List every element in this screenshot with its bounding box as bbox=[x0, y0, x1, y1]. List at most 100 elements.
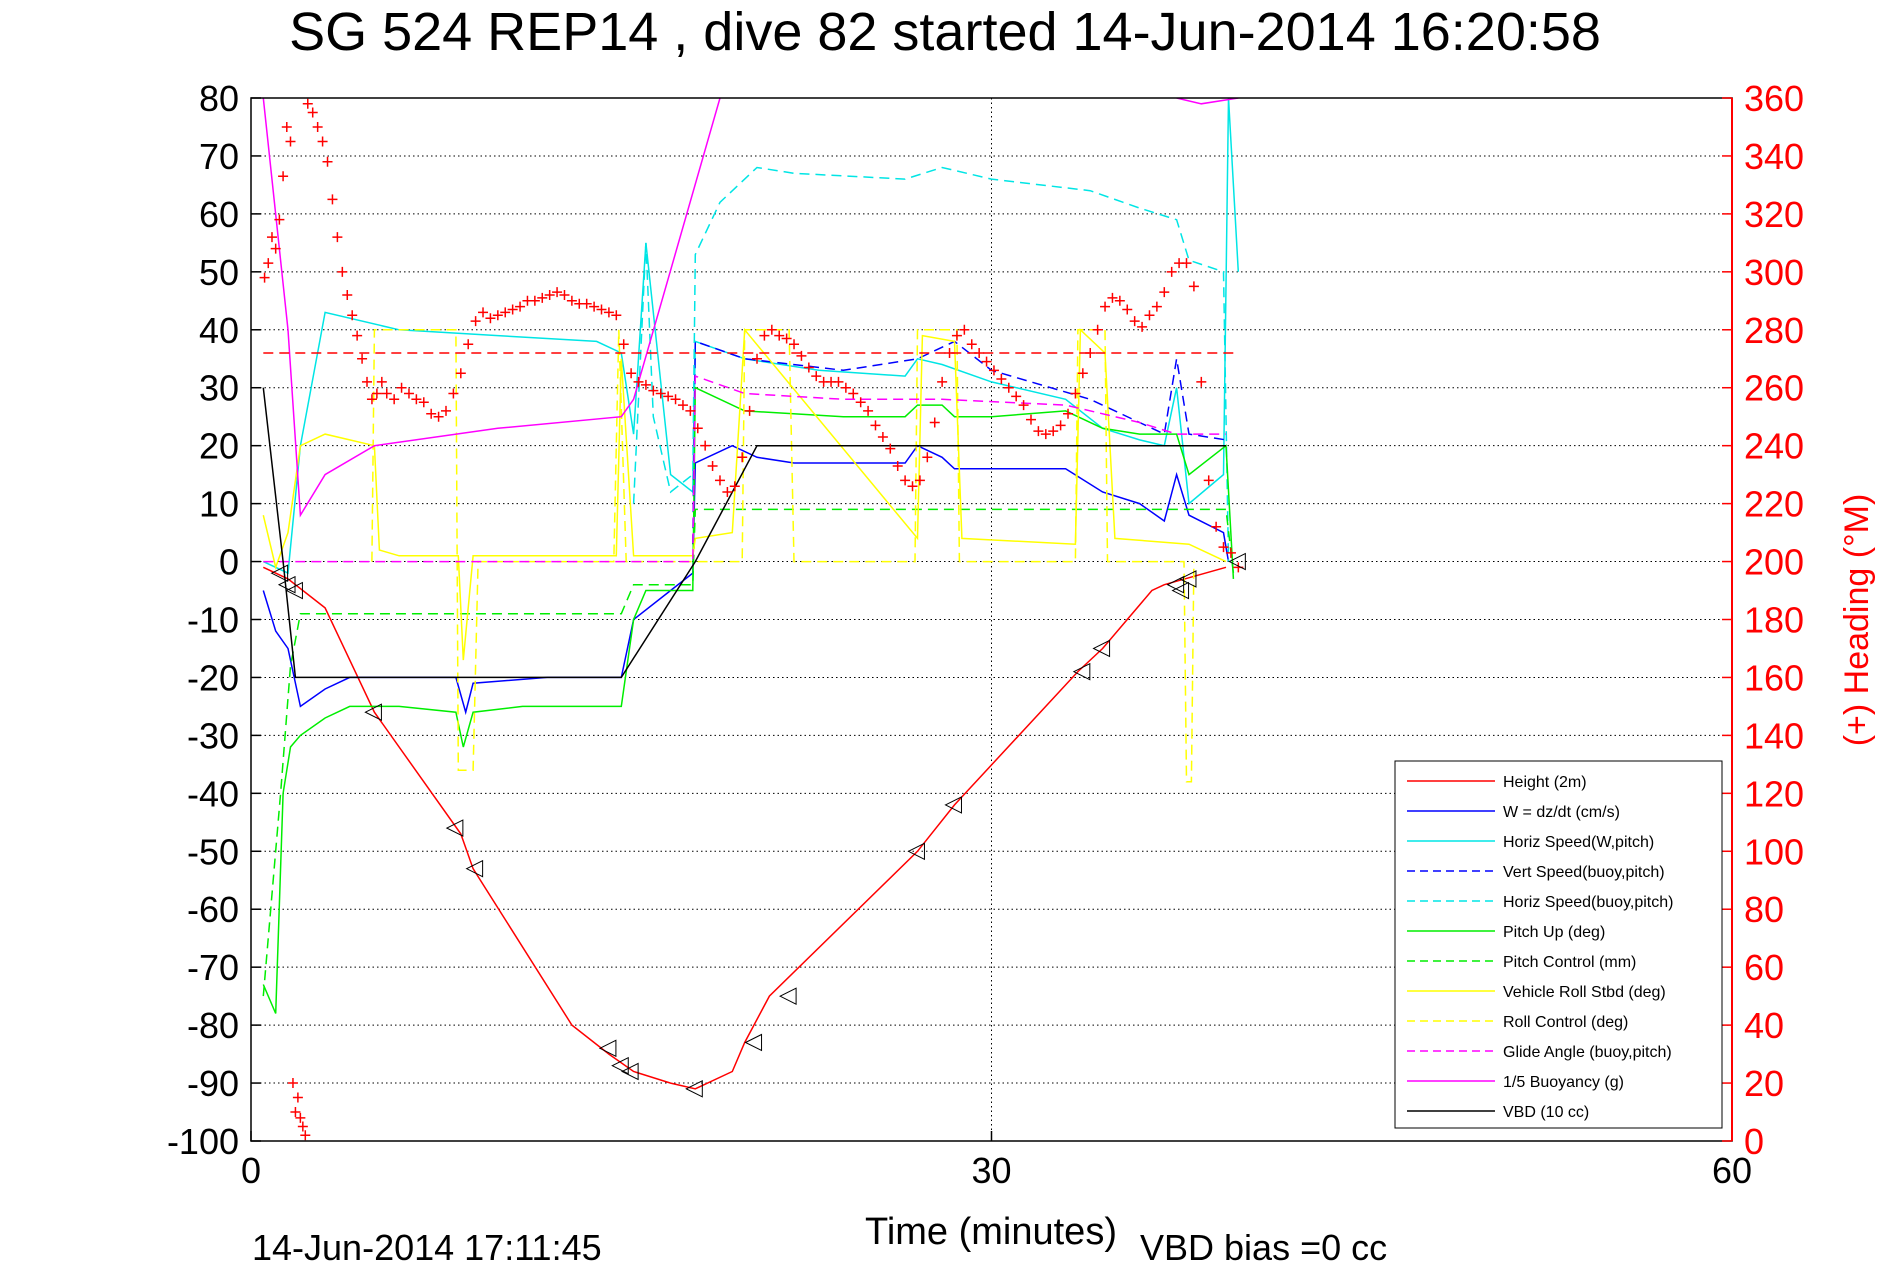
heading-point bbox=[811, 371, 822, 382]
y-tick-label: 40 bbox=[199, 310, 239, 351]
heading-point bbox=[922, 452, 933, 463]
heading-point bbox=[951, 330, 962, 341]
dive-marker bbox=[1178, 570, 1197, 588]
heading-point bbox=[789, 339, 800, 350]
x-ticks: 0 30 60 bbox=[241, 1131, 1752, 1191]
heading-point bbox=[559, 290, 570, 301]
heading-point bbox=[1166, 266, 1177, 277]
heading-point bbox=[618, 339, 629, 350]
heading-point bbox=[1040, 429, 1051, 440]
y-tick-label: 60 bbox=[199, 194, 239, 235]
heading-point bbox=[529, 295, 540, 306]
y-tick-label: 0 bbox=[219, 542, 239, 583]
heading-point bbox=[347, 310, 358, 321]
y-right-tick-label: 240 bbox=[1744, 426, 1804, 467]
heading-point bbox=[766, 324, 777, 335]
y-tick-label: -80 bbox=[187, 1005, 239, 1046]
y-tick-label: -50 bbox=[187, 831, 239, 872]
heading-point bbox=[389, 394, 400, 405]
heading-point bbox=[1070, 388, 1081, 399]
heading-point bbox=[1137, 321, 1148, 332]
y-right-tick-label: 180 bbox=[1744, 600, 1804, 641]
heading-point bbox=[677, 400, 688, 411]
dive-marker bbox=[1072, 662, 1091, 681]
legend-label: 1/5 Buoyancy (g) bbox=[1503, 1074, 1624, 1091]
heading-point bbox=[552, 287, 563, 298]
heading-point bbox=[440, 405, 451, 416]
heading-point bbox=[266, 232, 277, 243]
heading-point bbox=[966, 339, 977, 350]
dive-marker bbox=[285, 581, 303, 600]
right-y-axis-label: (+) Heading (°M) bbox=[1838, 494, 1876, 747]
heading-point bbox=[907, 481, 918, 492]
dive-marker bbox=[270, 564, 289, 582]
heading-point bbox=[603, 307, 614, 318]
heading-point bbox=[870, 420, 881, 431]
y-right-tick-label: 80 bbox=[1744, 889, 1784, 930]
heading-point bbox=[327, 194, 338, 205]
heading-point bbox=[295, 1112, 306, 1123]
heading-point bbox=[292, 1092, 303, 1103]
legend-label: Horiz Speed(buoy,pitch) bbox=[1503, 894, 1673, 911]
heading-point bbox=[357, 353, 368, 364]
y-right-tick-label: 280 bbox=[1744, 310, 1804, 351]
series-lines bbox=[262, 98, 1240, 1090]
heading-point bbox=[337, 266, 348, 277]
heading-point bbox=[944, 347, 955, 358]
series-line-4 bbox=[632, 166, 1230, 562]
vbd-bias-label: VBD bias =0 cc bbox=[1140, 1227, 1387, 1262]
heading-point bbox=[362, 376, 373, 387]
heading-point bbox=[774, 330, 785, 341]
y-tick-label: -60 bbox=[187, 889, 239, 930]
heading-point bbox=[342, 290, 353, 301]
heading-point bbox=[455, 368, 466, 379]
heading-point bbox=[714, 475, 725, 486]
y-right-tick-label: 220 bbox=[1744, 484, 1804, 525]
series-line-6 bbox=[262, 508, 1235, 997]
heading-point bbox=[648, 385, 659, 396]
x-tick-label: 0 bbox=[241, 1150, 261, 1191]
heading-point bbox=[929, 417, 940, 428]
dive-marker bbox=[1092, 639, 1111, 658]
heading-point bbox=[611, 310, 622, 321]
right-y-ticks: 3603403203002802602402202001801601401201… bbox=[1722, 78, 1804, 1162]
heading-point bbox=[781, 333, 792, 344]
footer-date: 14-Jun-2014 17:11:45 bbox=[252, 1227, 602, 1262]
heading-point bbox=[707, 460, 718, 471]
heading-point bbox=[492, 310, 503, 321]
y-tick-label: 70 bbox=[199, 136, 239, 177]
heading-point bbox=[478, 307, 489, 318]
heading-point bbox=[302, 98, 313, 109]
heading-point bbox=[297, 1121, 308, 1132]
heading-point bbox=[1144, 310, 1155, 321]
heading-point bbox=[1063, 408, 1074, 419]
heading-point bbox=[418, 397, 429, 408]
heading-point bbox=[448, 388, 459, 399]
y-tick-label: 80 bbox=[199, 78, 239, 119]
heading-point bbox=[589, 301, 600, 312]
heading-point bbox=[485, 313, 496, 324]
heading-point bbox=[981, 356, 992, 367]
y-right-tick-label: 40 bbox=[1744, 1005, 1784, 1046]
dive-marker bbox=[778, 987, 797, 1005]
heading-point bbox=[371, 388, 382, 399]
heading-point bbox=[381, 388, 392, 399]
heading-point bbox=[855, 397, 866, 408]
heading-point bbox=[1018, 400, 1029, 411]
y-tick-label: -10 bbox=[187, 600, 239, 641]
dive-triangle-markers bbox=[270, 552, 1246, 1098]
heading-point bbox=[1107, 292, 1118, 303]
y-right-tick-label: 0 bbox=[1744, 1121, 1764, 1162]
heading-point bbox=[840, 382, 851, 393]
heading-point bbox=[1218, 542, 1229, 553]
legend-label: Roll Control (deg) bbox=[1503, 1014, 1628, 1031]
heading-point bbox=[1129, 316, 1140, 327]
legend-label: VBD (10 cc) bbox=[1503, 1104, 1589, 1121]
x-axis-label: Time (minutes) bbox=[865, 1211, 1117, 1253]
heading-point bbox=[900, 475, 911, 486]
reference-line-1 bbox=[1176, 98, 1239, 105]
legend-label: Vert Speed(buoy,pitch) bbox=[1503, 864, 1665, 881]
dive-marker bbox=[621, 1062, 639, 1081]
y-tick-label: 20 bbox=[199, 426, 239, 467]
series-line-10 bbox=[262, 98, 721, 518]
